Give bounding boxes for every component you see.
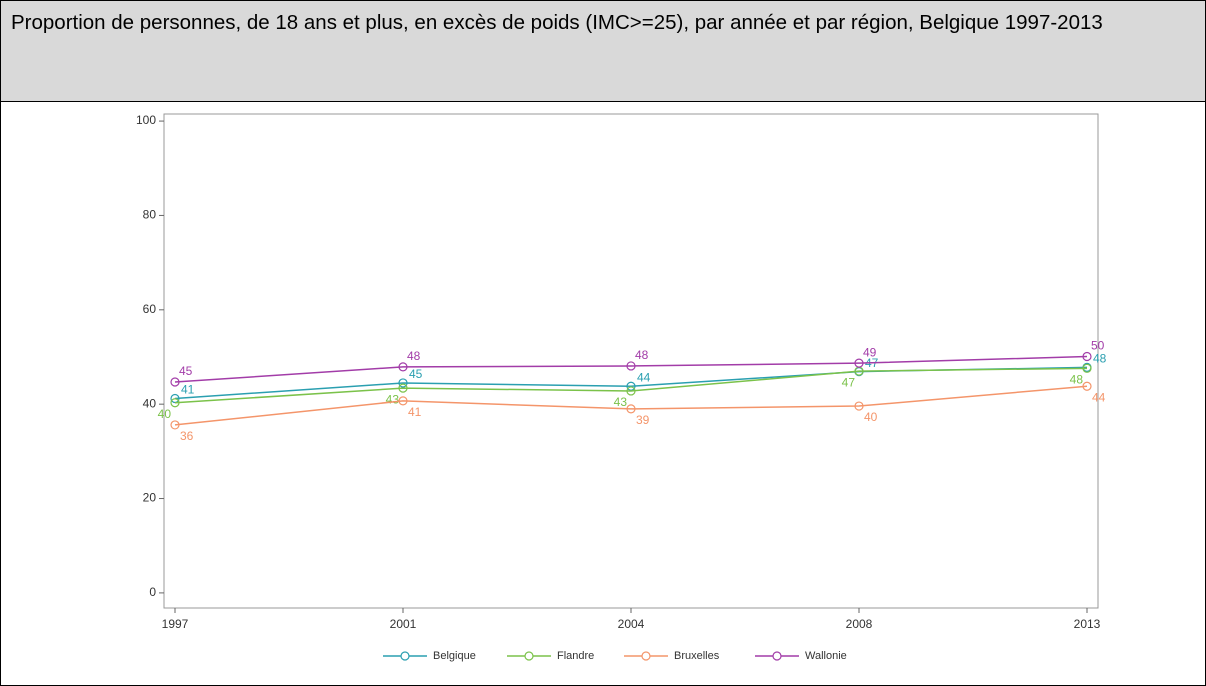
y-tick-label: 20 [143, 491, 157, 505]
marker [854, 358, 864, 368]
chart-title: Proportion de personnes, de 18 ans et pl… [1, 1, 1205, 102]
data-label: 44 [1092, 390, 1106, 404]
marker [1082, 363, 1092, 373]
data-label: 45 [179, 364, 193, 378]
legend-label: Wallonie [805, 650, 847, 662]
data-label: 41 [408, 405, 422, 419]
data-label: 48 [1070, 372, 1084, 386]
legend-marker [641, 651, 651, 661]
marker [1082, 381, 1092, 391]
marker [170, 420, 180, 430]
legend-marker [772, 651, 782, 661]
legend-label: Bruxelles [674, 650, 720, 662]
marker [398, 383, 408, 393]
marker [626, 386, 636, 396]
y-tick-label: 0 [149, 585, 156, 599]
x-tick-label: 2004 [618, 617, 645, 631]
x-tick-label: 2008 [846, 617, 873, 631]
data-label: 36 [180, 429, 194, 443]
marker [398, 396, 408, 406]
y-tick-label: 100 [136, 113, 156, 127]
data-label: 40 [158, 407, 172, 421]
data-label: 41 [181, 383, 195, 397]
marker [398, 378, 408, 388]
marker [854, 401, 864, 411]
y-tick-label: 80 [143, 208, 157, 222]
data-label: 45 [409, 367, 423, 381]
marker [626, 361, 636, 371]
legend-marker [524, 651, 534, 661]
y-tick-label: 40 [143, 396, 157, 410]
x-tick-label: 2013 [1074, 617, 1101, 631]
x-tick-label: 2001 [390, 617, 417, 631]
marker [1082, 351, 1092, 362]
legend-label: Belgique [433, 650, 476, 662]
data-label: 48 [407, 349, 421, 363]
marker [170, 398, 180, 408]
data-label: 47 [842, 375, 856, 389]
legend-label: Flandre [557, 650, 594, 662]
marker [626, 404, 636, 414]
data-label: 48 [635, 348, 649, 362]
data-label: 40 [864, 410, 878, 424]
x-tick-label: 1997 [162, 617, 189, 631]
marker [398, 362, 408, 372]
series-line [174, 367, 1088, 404]
y-tick-label: 60 [143, 302, 157, 316]
data-label: 43 [386, 392, 400, 406]
series-line [174, 385, 1088, 426]
data-label: 39 [636, 413, 650, 427]
data-label: 44 [637, 370, 651, 384]
marker [170, 377, 180, 387]
data-label: 48 [1093, 352, 1107, 366]
data-label: 50 [1091, 339, 1105, 353]
legend-marker [400, 651, 410, 661]
data-label: 43 [614, 395, 628, 409]
series-line [174, 355, 1088, 383]
data-label: 49 [863, 345, 877, 359]
